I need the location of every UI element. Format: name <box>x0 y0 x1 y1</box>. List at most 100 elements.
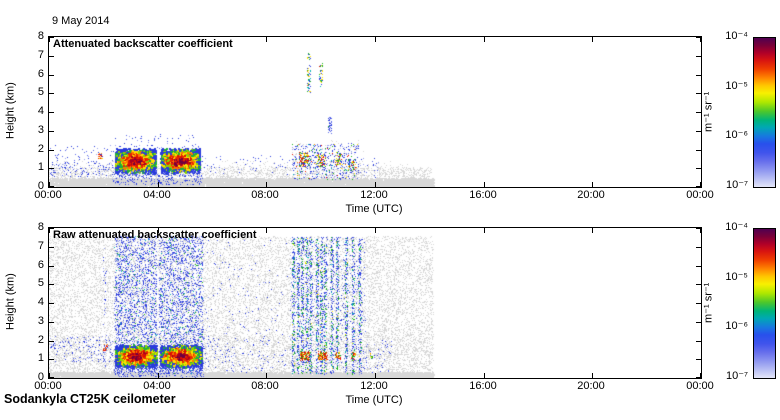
y-tick-mark <box>696 168 701 169</box>
y-tick-mark <box>696 37 701 38</box>
colorbar-tick-label: 10⁻⁵ <box>725 80 748 92</box>
x-tick-mark <box>158 37 159 42</box>
x-tick-mark <box>700 37 701 42</box>
x-tick-label: 00:00 <box>34 189 62 201</box>
heatmap-canvas-raw <box>49 228 701 378</box>
x-tick-mark <box>592 182 593 187</box>
x-tick-mark <box>484 37 485 42</box>
x-tick-mark <box>592 373 593 378</box>
x-tick-label: 20:00 <box>577 380 605 392</box>
x-tick-label: 08:00 <box>251 189 279 201</box>
colorbar-tick-label: 10⁻⁴ <box>725 30 748 42</box>
x-tick-mark <box>49 373 50 378</box>
x-tick-mark <box>375 37 376 42</box>
y-tick-mark <box>49 37 54 38</box>
x-tick-mark <box>49 228 50 233</box>
y-tick-label: 6 <box>37 68 44 80</box>
y-tick-label: 0 <box>37 180 44 192</box>
y-tick-label: 7 <box>37 49 44 61</box>
y-tick-mark <box>696 322 701 323</box>
y-tick-mark <box>49 168 54 169</box>
y-tick-mark <box>49 322 54 323</box>
panel-title-attenuated: Attenuated backscatter coefficient <box>53 38 233 50</box>
x-tick-mark <box>158 182 159 187</box>
heatmap-canvas-attenuated <box>49 37 701 187</box>
x-axis-label: Time (UTC) <box>345 394 403 406</box>
x-tick-mark <box>592 228 593 233</box>
y-tick-mark <box>49 150 54 151</box>
x-tick-mark <box>700 228 701 233</box>
plot-area-raw: Raw attenuated backscatter coefficient <box>48 227 702 379</box>
x-tick-label: 12:00 <box>360 189 388 201</box>
x-tick-mark <box>266 182 267 187</box>
x-tick-mark <box>484 228 485 233</box>
y-tick-mark <box>49 377 54 378</box>
y-tick-label: 3 <box>37 124 44 136</box>
colorbar-attenuated <box>753 37 776 188</box>
y-tick-mark <box>696 112 701 113</box>
x-tick-mark <box>266 228 267 233</box>
colorbar-tick-label: 10⁻⁶ <box>725 129 748 141</box>
y-tick-mark <box>696 266 701 267</box>
x-tick-mark <box>700 373 701 378</box>
colorbar-tick-label: 10⁻⁵ <box>725 271 748 283</box>
y-tick-mark <box>49 131 54 132</box>
y-tick-label: 8 <box>37 221 44 233</box>
y-tick-label: 2 <box>37 143 44 155</box>
y-tick-label: 4 <box>37 105 44 117</box>
y-tick-mark <box>696 75 701 76</box>
y-tick-mark <box>696 93 701 94</box>
y-tick-mark <box>696 131 701 132</box>
x-tick-mark <box>375 182 376 187</box>
y-tick-mark <box>696 56 701 57</box>
y-tick-label: 8 <box>37 30 44 42</box>
y-tick-mark <box>49 228 54 229</box>
y-tick-label: 4 <box>37 296 44 308</box>
x-tick-mark <box>484 373 485 378</box>
x-tick-label: 20:00 <box>577 189 605 201</box>
plot-area-attenuated: Attenuated backscatter coefficient <box>48 36 702 188</box>
x-tick-label: 12:00 <box>360 380 388 392</box>
y-tick-mark <box>696 150 701 151</box>
x-tick-mark <box>375 373 376 378</box>
colorbar-tick-label: 10⁻⁴ <box>725 221 748 233</box>
colorbar-raw <box>753 228 776 379</box>
y-tick-mark <box>49 93 54 94</box>
y-tick-mark <box>49 303 54 304</box>
x-tick-mark <box>158 373 159 378</box>
colorbar-tick-label: 10⁻⁷ <box>725 370 748 382</box>
colorbar-unit-label: m⁻¹ sr⁻¹ <box>702 282 715 323</box>
colorbar-tick-label: 10⁻⁶ <box>725 320 748 332</box>
y-tick-mark <box>49 112 54 113</box>
x-tick-mark <box>266 373 267 378</box>
y-tick-mark <box>696 341 701 342</box>
y-tick-mark <box>49 359 54 360</box>
y-tick-label: 1 <box>37 352 44 364</box>
y-tick-mark <box>696 284 701 285</box>
date-label: 9 May 2014 <box>52 15 110 27</box>
x-tick-mark <box>266 37 267 42</box>
x-tick-mark <box>49 37 50 42</box>
x-tick-mark <box>592 37 593 42</box>
x-tick-mark <box>484 182 485 187</box>
colorbar-unit-label: m⁻¹ sr⁻¹ <box>702 91 715 132</box>
x-tick-label: 16:00 <box>469 189 497 201</box>
y-tick-mark <box>49 56 54 57</box>
y-tick-mark <box>696 377 701 378</box>
y-tick-label: 7 <box>37 240 44 252</box>
x-tick-label: 00:00 <box>686 189 714 201</box>
x-tick-label: 04:00 <box>143 189 171 201</box>
y-tick-mark <box>696 303 701 304</box>
y-tick-label: 5 <box>37 86 44 98</box>
instrument-label: Sodankyla CT25K ceilometer <box>4 392 176 406</box>
x-tick-mark <box>700 182 701 187</box>
y-tick-mark <box>696 228 701 229</box>
x-tick-mark <box>49 182 50 187</box>
x-tick-mark <box>375 228 376 233</box>
panel-title-raw: Raw attenuated backscatter coefficient <box>53 229 257 241</box>
x-tick-label: 04:00 <box>143 380 171 392</box>
y-tick-label: 0 <box>37 371 44 383</box>
y-tick-label: 2 <box>37 334 44 346</box>
y-tick-mark <box>49 266 54 267</box>
